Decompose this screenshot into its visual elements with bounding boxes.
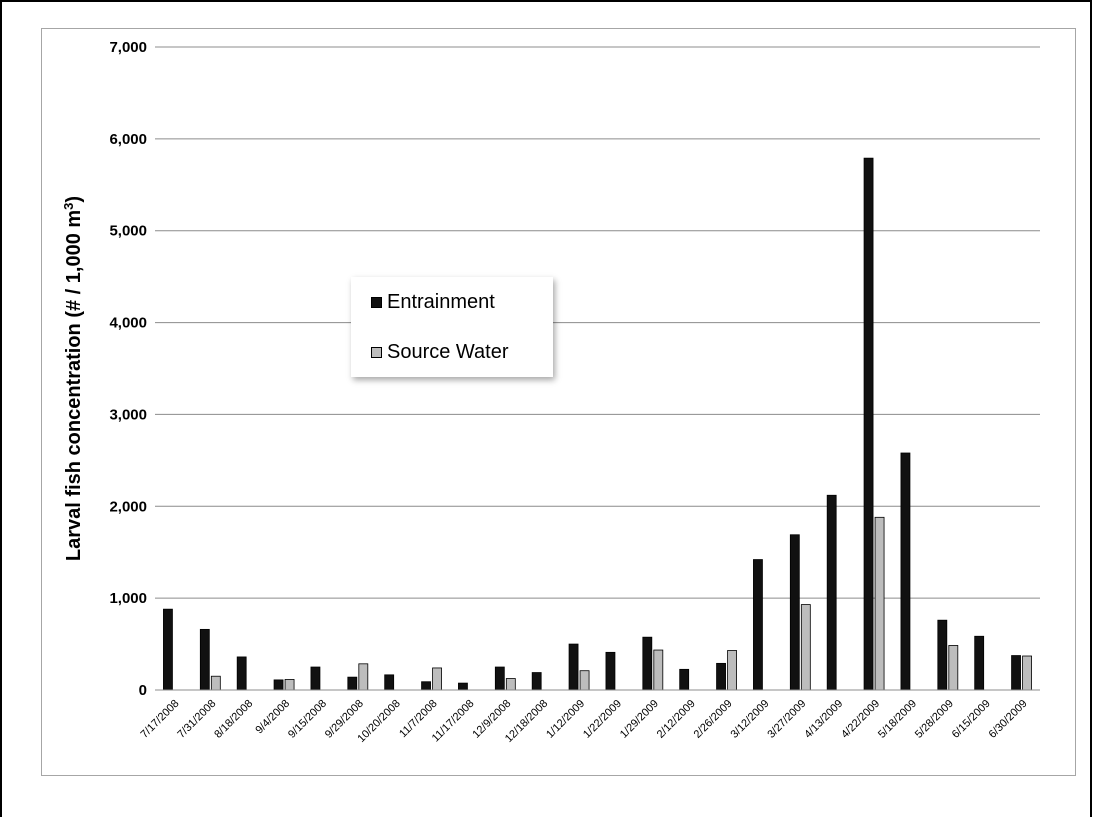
- x-tick-label: 2/12/2009: [655, 698, 698, 741]
- bar-entrainment: [531, 672, 542, 691]
- y-tick-labels: 0 1,000 2,000 3,000 4,000 5,000 6,000 7,000: [109, 39, 147, 699]
- bar-source-water: [874, 516, 885, 691]
- y-axis-title-text: Larval fish concentration (# / 1,000 m: [63, 210, 85, 561]
- y-axis-title-close: ): [63, 196, 85, 203]
- bar-source-water: [210, 675, 221, 691]
- bar-source-water: [1022, 655, 1032, 691]
- bar-source-water: [948, 645, 959, 691]
- y-tick-label: 2,000: [109, 498, 147, 515]
- x-tick-label: 7/17/2008: [138, 698, 181, 741]
- legend-label-entrainment: Entrainment: [387, 291, 495, 313]
- bar-source-water: [727, 650, 737, 691]
- y-tick-label: 5,000: [109, 223, 147, 240]
- bar-source-water: [358, 663, 369, 691]
- y-axis-title-superscript: 3: [61, 203, 76, 210]
- bar-entrainment: [310, 666, 321, 691]
- y-tick-label: 3,000: [109, 406, 147, 423]
- x-tick-label: 1/29/2009: [618, 698, 661, 741]
- x-tick-label: 1/12/2009: [544, 698, 587, 741]
- gridlines: [155, 46, 1040, 599]
- bar-entrainment: [642, 636, 653, 691]
- bar-entrainment: [826, 494, 837, 691]
- bar-entrainment: [273, 679, 284, 691]
- x-tick-label: 1/22/2009: [581, 698, 624, 741]
- y-tick-label: 6,000: [109, 131, 147, 148]
- bar-entrainment: [974, 635, 985, 691]
- bar-entrainment: [1011, 655, 1021, 691]
- bar-source-water: [800, 604, 811, 691]
- bar-entrainment: [863, 157, 874, 691]
- x-tick-labels: 7/17/20087/31/20088/18/20089/4/20089/15/…: [138, 698, 1029, 745]
- bar-entrainment: [937, 619, 948, 691]
- x-tick-label: 3/12/2009: [728, 698, 771, 741]
- y-tick-label: 0: [139, 682, 147, 699]
- y-tick-label: 4,000: [109, 315, 147, 332]
- bar-entrainment: [199, 628, 210, 691]
- x-tick-label: 5/18/2009: [876, 698, 919, 741]
- y-tick-label: 1,000: [109, 590, 147, 607]
- bar-source-water: [432, 667, 442, 691]
- bar-entrainment: [900, 452, 911, 691]
- bar-entrainment: [347, 676, 358, 691]
- x-tick-label: 4/13/2009: [802, 698, 845, 741]
- legend-item-source-water: Source Water: [371, 341, 509, 364]
- bar-entrainment: [421, 681, 431, 691]
- bar-entrainment: [458, 682, 468, 691]
- bar-source-water: [579, 670, 590, 691]
- bar-source-water: [505, 678, 516, 691]
- bar-entrainment: [236, 656, 247, 691]
- x-tick-label: 5/28/2009: [913, 698, 956, 741]
- bar-entrainment: [384, 674, 395, 691]
- x-tick-label: 9/15/2008: [286, 698, 329, 741]
- x-tick-label: 6/30/2009: [987, 698, 1030, 741]
- bar-source-water: [653, 649, 664, 691]
- legend: Entrainment Source Water: [351, 277, 553, 377]
- bar-source-water: [284, 679, 295, 691]
- x-tick-label: 2/26/2009: [692, 698, 735, 741]
- bar-entrainment: [605, 651, 616, 691]
- bars: [163, 157, 1032, 691]
- y-tick-label: 7,000: [109, 39, 147, 56]
- bar-entrainment: [789, 534, 800, 691]
- bar-entrainment: [494, 666, 505, 691]
- x-tick-label: 7/31/2008: [175, 698, 218, 741]
- bar-entrainment: [679, 668, 690, 691]
- y-axis-title: Larval fish concentration (# / 1,000 m3): [61, 196, 85, 561]
- legend-swatch-source-water: [371, 347, 382, 358]
- x-tick-label: 4/22/2009: [839, 698, 882, 741]
- bar-entrainment: [163, 608, 173, 691]
- legend-item-entrainment: Entrainment: [371, 291, 495, 314]
- legend-swatch-entrainment: [371, 297, 382, 308]
- bar-entrainment: [753, 559, 763, 691]
- bar-entrainment: [716, 662, 726, 691]
- x-tick-label: 6/15/2009: [950, 698, 993, 741]
- legend-label-source-water: Source Water: [387, 341, 509, 363]
- x-tick-label: 3/27/2009: [765, 698, 808, 741]
- bar-entrainment: [568, 643, 579, 691]
- x-tick-label: 8/18/2008: [212, 698, 255, 741]
